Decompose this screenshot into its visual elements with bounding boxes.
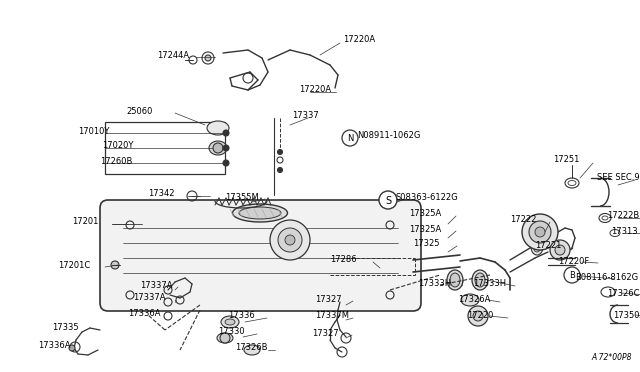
Text: 17355M: 17355M (225, 192, 259, 202)
Circle shape (522, 214, 558, 250)
Text: 17326C: 17326C (607, 289, 639, 298)
Ellipse shape (239, 207, 281, 219)
Circle shape (535, 227, 545, 237)
Text: SEE SEC.991: SEE SEC.991 (597, 173, 640, 183)
Text: B08116-8162G: B08116-8162G (575, 273, 638, 282)
Ellipse shape (475, 273, 485, 287)
Text: 17335: 17335 (52, 324, 79, 333)
Circle shape (278, 167, 282, 173)
Text: 17327: 17327 (315, 295, 342, 304)
Ellipse shape (232, 204, 287, 222)
Circle shape (342, 130, 358, 146)
Text: 17325: 17325 (413, 240, 440, 248)
Text: A 72*00P8: A 72*00P8 (591, 353, 632, 362)
Text: 17325A: 17325A (409, 209, 441, 218)
Text: 17327: 17327 (312, 328, 339, 337)
Circle shape (205, 55, 211, 61)
Circle shape (285, 235, 295, 245)
Text: 17350A: 17350A (613, 311, 640, 320)
Circle shape (213, 143, 223, 153)
Circle shape (223, 130, 229, 136)
Text: 17220A: 17220A (299, 86, 331, 94)
Circle shape (550, 240, 570, 260)
Text: 17326A: 17326A (458, 295, 490, 305)
Circle shape (278, 150, 282, 154)
Circle shape (555, 245, 565, 255)
Text: 17333H: 17333H (418, 279, 451, 289)
Circle shape (564, 267, 580, 283)
Text: 17337A: 17337A (140, 280, 173, 289)
Text: 17326B: 17326B (235, 343, 268, 353)
Text: 17336A: 17336A (38, 340, 70, 350)
Ellipse shape (450, 273, 460, 287)
Circle shape (223, 160, 229, 166)
Text: 17201C: 17201C (58, 260, 90, 269)
Text: 17333H: 17333H (473, 279, 506, 289)
FancyBboxPatch shape (100, 200, 421, 311)
Ellipse shape (447, 270, 463, 290)
Circle shape (473, 311, 483, 321)
Text: 17330: 17330 (218, 327, 244, 337)
Circle shape (111, 261, 119, 269)
Ellipse shape (244, 345, 260, 355)
Ellipse shape (225, 319, 235, 325)
Text: 17260B: 17260B (100, 157, 132, 166)
Ellipse shape (531, 239, 543, 255)
Text: 17221: 17221 (535, 241, 561, 250)
Text: 17337: 17337 (292, 112, 319, 121)
Text: 17342: 17342 (148, 189, 175, 199)
Ellipse shape (534, 242, 541, 252)
Text: N: N (347, 134, 353, 143)
Circle shape (379, 191, 397, 209)
Text: 17244A: 17244A (157, 51, 189, 60)
Text: 17336A: 17336A (128, 310, 161, 318)
Circle shape (220, 333, 230, 343)
Text: 17020Y: 17020Y (102, 141, 133, 151)
Text: 17220F: 17220F (558, 257, 589, 266)
Ellipse shape (207, 121, 229, 135)
Text: S: S (385, 196, 391, 205)
Text: N08911-1062G: N08911-1062G (357, 131, 420, 141)
Text: 25060: 25060 (126, 106, 152, 115)
Text: 17010Y: 17010Y (78, 126, 109, 135)
Text: 17337A: 17337A (133, 294, 166, 302)
Text: 17286: 17286 (330, 256, 356, 264)
Ellipse shape (217, 333, 233, 343)
Ellipse shape (472, 270, 488, 290)
Circle shape (223, 145, 229, 151)
Ellipse shape (461, 294, 479, 306)
Bar (105, 122, 225, 174)
Ellipse shape (221, 316, 239, 328)
Text: 17222: 17222 (510, 215, 536, 224)
Circle shape (529, 221, 551, 243)
Circle shape (468, 306, 488, 326)
Text: 17336: 17336 (228, 311, 255, 321)
Text: 17337M: 17337M (315, 311, 349, 321)
Circle shape (69, 345, 75, 351)
Text: 17201: 17201 (72, 218, 99, 227)
Text: 17313: 17313 (611, 227, 637, 235)
Text: 17222B: 17222B (607, 212, 639, 221)
Text: 17220: 17220 (467, 311, 493, 321)
Text: 17325A: 17325A (409, 224, 441, 234)
Text: 17220A: 17220A (343, 35, 375, 45)
Circle shape (278, 228, 302, 252)
Ellipse shape (209, 141, 227, 155)
Text: S08363-6122G: S08363-6122G (395, 192, 458, 202)
Text: B: B (569, 271, 575, 280)
Text: 17251: 17251 (553, 155, 579, 164)
Circle shape (270, 220, 310, 260)
